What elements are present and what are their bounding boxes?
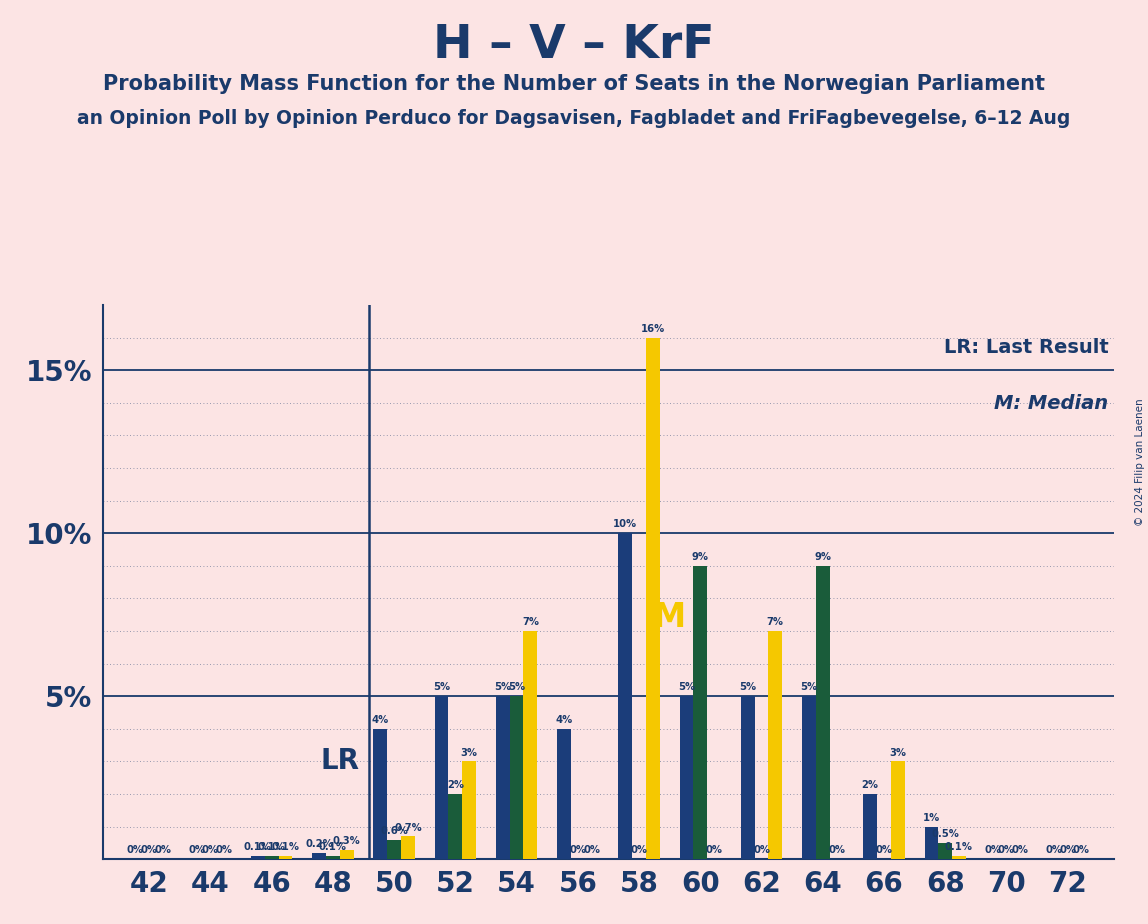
Bar: [449, 794, 463, 859]
Text: 0.6%: 0.6%: [380, 826, 408, 836]
Text: 5%: 5%: [800, 682, 817, 692]
Text: 0%: 0%: [753, 845, 770, 856]
Text: M: M: [653, 602, 687, 635]
Text: 0%: 0%: [127, 845, 144, 856]
Text: 0%: 0%: [706, 845, 722, 856]
Text: 0%: 0%: [141, 845, 157, 856]
Text: 0.7%: 0.7%: [394, 822, 421, 833]
Bar: [463, 761, 476, 859]
Bar: [265, 856, 279, 859]
Bar: [279, 856, 293, 859]
Text: 0.1%: 0.1%: [243, 842, 272, 852]
Text: 0%: 0%: [216, 845, 233, 856]
Text: 0%: 0%: [155, 845, 171, 856]
Text: 0%: 0%: [1046, 845, 1062, 856]
Text: 16%: 16%: [641, 323, 665, 334]
Text: Probability Mass Function for the Number of Seats in the Norwegian Parliament: Probability Mass Function for the Number…: [103, 74, 1045, 94]
Text: 0.5%: 0.5%: [931, 829, 959, 839]
Bar: [510, 697, 523, 859]
Bar: [938, 843, 952, 859]
Bar: [924, 827, 938, 859]
Text: 0%: 0%: [630, 845, 647, 856]
Text: 0.2%: 0.2%: [305, 839, 333, 849]
Text: 0%: 0%: [1011, 845, 1029, 856]
Text: 0.1%: 0.1%: [271, 842, 300, 852]
Bar: [557, 729, 571, 859]
Bar: [496, 697, 510, 859]
Text: 3%: 3%: [890, 748, 906, 758]
Bar: [619, 533, 633, 859]
Text: 5%: 5%: [433, 682, 450, 692]
Text: 0%: 0%: [569, 845, 587, 856]
Bar: [387, 840, 401, 859]
Text: 0%: 0%: [984, 845, 1001, 856]
Bar: [251, 856, 265, 859]
Text: © 2024 Filip van Laenen: © 2024 Filip van Laenen: [1135, 398, 1145, 526]
Text: 9%: 9%: [814, 552, 831, 562]
Bar: [863, 794, 877, 859]
Text: LR: Last Result: LR: Last Result: [944, 338, 1109, 358]
Text: 2%: 2%: [447, 780, 464, 790]
Bar: [312, 853, 326, 859]
Bar: [401, 836, 414, 859]
Text: M: Median: M: Median: [994, 394, 1109, 413]
Text: LR: LR: [320, 748, 359, 775]
Bar: [373, 729, 387, 859]
Bar: [340, 849, 354, 859]
Text: 7%: 7%: [767, 617, 784, 627]
Text: 5%: 5%: [678, 682, 695, 692]
Text: 0%: 0%: [998, 845, 1015, 856]
Bar: [523, 631, 537, 859]
Text: H – V – KrF: H – V – KrF: [433, 23, 715, 68]
Text: 0%: 0%: [1060, 845, 1076, 856]
Text: 3%: 3%: [460, 748, 478, 758]
Bar: [740, 697, 754, 859]
Text: 0.3%: 0.3%: [333, 835, 360, 845]
Bar: [693, 565, 707, 859]
Text: 0.1%: 0.1%: [319, 842, 347, 852]
Bar: [768, 631, 782, 859]
Text: 0%: 0%: [876, 845, 892, 856]
Bar: [816, 565, 830, 859]
Text: an Opinion Poll by Opinion Perduco for Dagsavisen, Fagbladet and FriFagbevegelse: an Opinion Poll by Opinion Perduco for D…: [77, 109, 1071, 128]
Text: 5%: 5%: [509, 682, 525, 692]
Text: 10%: 10%: [613, 519, 637, 529]
Text: 4%: 4%: [372, 715, 389, 725]
Bar: [435, 697, 449, 859]
Text: 7%: 7%: [522, 617, 538, 627]
Text: 0%: 0%: [583, 845, 600, 856]
Text: 0%: 0%: [1073, 845, 1089, 856]
Text: 5%: 5%: [495, 682, 511, 692]
Text: 1%: 1%: [923, 813, 940, 822]
Bar: [891, 761, 905, 859]
Bar: [326, 856, 340, 859]
Text: 0%: 0%: [828, 845, 845, 856]
Text: 0%: 0%: [188, 845, 205, 856]
Bar: [802, 697, 816, 859]
Text: 0.1%: 0.1%: [257, 842, 286, 852]
Text: 0%: 0%: [202, 845, 219, 856]
Text: 0.1%: 0.1%: [945, 842, 974, 852]
Bar: [680, 697, 693, 859]
Text: 4%: 4%: [556, 715, 573, 725]
Bar: [952, 856, 965, 859]
Text: 2%: 2%: [862, 780, 878, 790]
Bar: [646, 337, 660, 859]
Text: 9%: 9%: [692, 552, 708, 562]
Text: 5%: 5%: [739, 682, 757, 692]
